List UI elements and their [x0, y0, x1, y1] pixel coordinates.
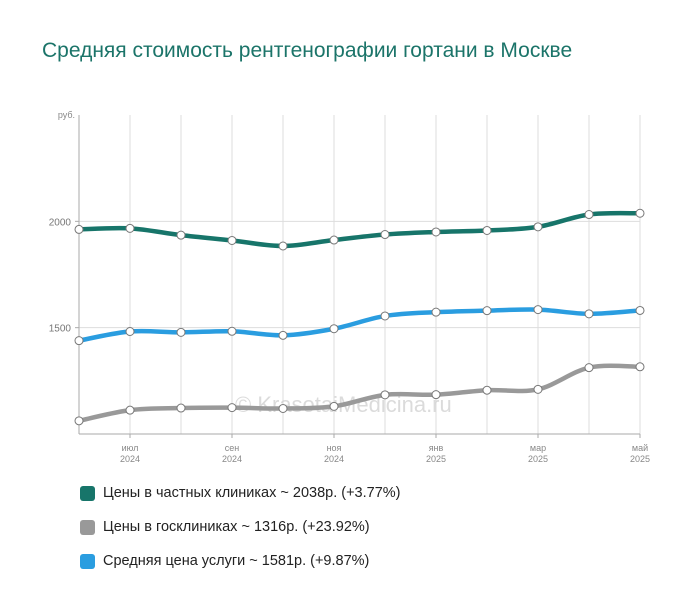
grid [78, 115, 641, 434]
x-tick-label-month: ноя [327, 443, 342, 453]
data-point-private [176, 230, 186, 240]
data-point-public [635, 362, 645, 372]
legend: Цены в частных клиниках ~ 2038р. (+3.77%… [80, 484, 401, 586]
x-tick-label-year: 2025 [426, 454, 446, 464]
legend-item-average[interactable]: Средняя цена услуги ~ 1581р. (+9.87%) [80, 552, 401, 570]
data-point-average [227, 326, 237, 336]
data-point-private [431, 227, 441, 237]
data-point-private [227, 235, 237, 245]
data-point-private [533, 222, 543, 232]
series-average [74, 305, 645, 346]
data-point-average [584, 309, 594, 319]
legend-swatch-average [80, 553, 95, 569]
data-point-private [482, 225, 492, 235]
data-point-average [74, 336, 84, 346]
data-point-private [125, 223, 135, 233]
data-point-average [176, 327, 186, 337]
data-point-average [533, 305, 543, 315]
x-tick-label-year: 2024 [222, 454, 242, 464]
data-point-public [431, 390, 441, 400]
data-point-private [584, 210, 594, 220]
data-point-public [533, 384, 543, 394]
chart-title: Средняя стоимость рентгенографии гортани… [42, 39, 573, 62]
x-tick-label-month: мар [530, 443, 546, 453]
y-tick-label: 1500 [49, 324, 72, 335]
x-tick-label-year: 2024 [120, 454, 140, 464]
x-tick-label-month: май [632, 443, 648, 453]
legend-label-private: Цены в частных клиниках ~ 2038р. (+3.77%… [103, 485, 401, 501]
x-tick-label-month: сен [225, 443, 240, 453]
x-tick-label-year: 2024 [324, 454, 344, 464]
data-point-public [584, 363, 594, 373]
series-line-private [76, 210, 643, 249]
data-point-average [278, 330, 288, 340]
data-point-private [74, 224, 84, 234]
legend-item-public[interactable]: Цены в госклиниках ~ 1316р. (+23.92%) [80, 518, 401, 536]
data-point-public [125, 405, 135, 415]
data-point-public [329, 401, 339, 411]
data-point-private [329, 235, 339, 245]
data-point-public [380, 390, 390, 400]
data-point-private [278, 241, 288, 251]
series-private [74, 208, 645, 251]
data-point-private [635, 208, 645, 218]
legend-swatch-private [80, 485, 95, 501]
x-tick-label-year: 2025 [528, 454, 548, 464]
data-point-public [74, 416, 84, 426]
legend-label-average: Средняя цена услуги ~ 1581р. (+9.87%) [103, 553, 370, 569]
legend-swatch-public [80, 519, 95, 535]
data-point-public [176, 403, 186, 413]
data-point-public [227, 403, 237, 413]
legend-label-public: Цены в госклиниках ~ 1316р. (+23.92%) [103, 519, 370, 535]
legend-item-private[interactable]: Цены в частных клиниках ~ 2038р. (+3.77%… [80, 484, 401, 502]
data-point-public [278, 403, 288, 413]
series-line-average [76, 307, 643, 343]
x-axis: июл2024сен2024ноя2024янв2025мар2025май20… [79, 433, 650, 464]
data-point-public [482, 385, 492, 395]
x-tick-label-month: июл [122, 443, 139, 453]
x-tick-label-month: янв [429, 443, 444, 453]
data-point-average [125, 326, 135, 336]
data-point-average [329, 324, 339, 334]
data-point-average [482, 306, 492, 316]
x-tick-label-year: 2025 [630, 454, 650, 464]
series-layer [74, 208, 645, 426]
series-public [74, 362, 645, 426]
data-point-average [431, 307, 441, 317]
data-point-average [380, 311, 390, 321]
data-point-average [635, 305, 645, 315]
y-axis: руб. 1500 2000 [49, 110, 80, 434]
data-point-private [380, 230, 390, 240]
y-tick-label: 2000 [49, 217, 72, 228]
y-axis-unit: руб. [58, 110, 75, 120]
